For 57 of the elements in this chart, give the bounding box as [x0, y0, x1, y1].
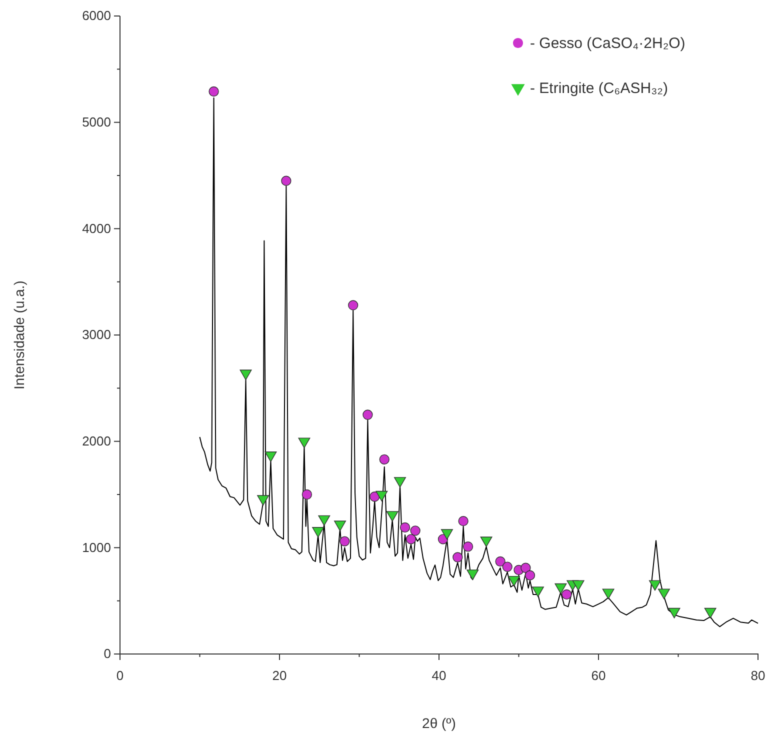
point — [572, 580, 584, 591]
point — [668, 608, 680, 618]
point — [340, 536, 350, 546]
x-tick-label: 20 — [272, 668, 287, 683]
point — [495, 556, 506, 567]
point — [648, 580, 661, 591]
point — [400, 522, 410, 533]
point — [502, 562, 512, 572]
point — [312, 527, 324, 538]
y-tick-label: 6000 — [82, 8, 111, 24]
point — [458, 516, 468, 526]
point — [348, 300, 358, 310]
point — [264, 452, 277, 462]
x-tick-label: 40 — [432, 668, 446, 683]
point — [520, 562, 531, 573]
point — [379, 454, 390, 464]
point — [240, 370, 252, 380]
y-tick-label: 4000 — [82, 220, 111, 236]
point — [334, 520, 346, 532]
point — [302, 489, 312, 500]
y-tick-label: 3000 — [82, 327, 111, 342]
point — [562, 589, 572, 600]
legend-label: - Etringite (C₆ASH₃₂) — [530, 80, 668, 97]
point — [362, 410, 373, 420]
point — [462, 542, 474, 552]
point — [376, 490, 388, 502]
point — [410, 526, 420, 536]
point — [298, 438, 310, 448]
legend-label: - Gesso (CaSO₄·2H₂O) — [530, 35, 686, 52]
point — [532, 586, 544, 598]
point — [318, 515, 330, 526]
point — [394, 477, 406, 488]
point — [406, 534, 416, 544]
y-tick-label: 5000 — [82, 114, 111, 130]
x-axis-title: 2θ (º) — [422, 715, 456, 731]
point — [208, 86, 219, 97]
point — [480, 536, 492, 548]
y-tick-label: 1000 — [82, 540, 111, 555]
x-tick-label: 80 — [750, 668, 766, 683]
point — [452, 552, 463, 562]
point — [257, 495, 270, 506]
y-axis-title: Intensidade (u.a.) — [11, 280, 27, 390]
point — [524, 570, 536, 580]
point — [281, 176, 292, 186]
x-tick-label: 0 — [116, 668, 124, 683]
point — [602, 588, 614, 600]
point — [370, 492, 380, 502]
y-tick-label: 2000 — [82, 433, 111, 448]
point — [440, 529, 453, 540]
point — [554, 583, 567, 594]
point — [466, 570, 479, 580]
point — [508, 576, 520, 586]
y-tick-label: 0 — [104, 646, 111, 662]
x-tick-label: 60 — [591, 668, 606, 683]
point — [704, 608, 716, 618]
point — [386, 511, 398, 522]
point — [658, 588, 670, 600]
